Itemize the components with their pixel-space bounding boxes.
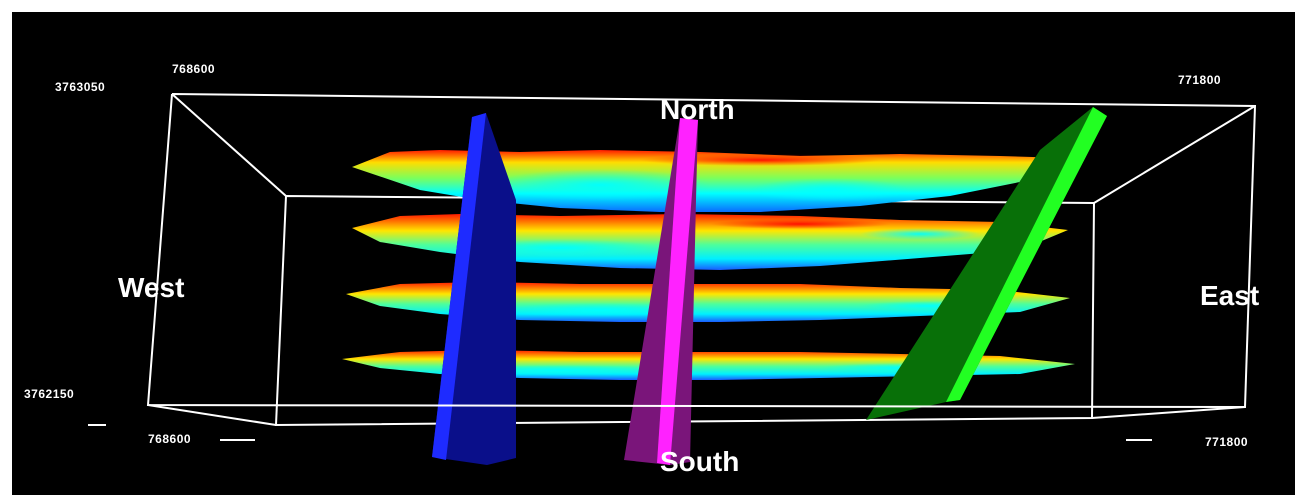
north-easting-east-label: 771800 — [1178, 73, 1222, 87]
south-label: South — [660, 446, 740, 477]
north-northing-label: 3763050 — [55, 80, 106, 94]
south-easting-east-label: 771800 — [1205, 435, 1249, 449]
front-frame — [146, 93, 1257, 426]
green-plane — [866, 107, 1107, 420]
south-northing-label: 3762150 — [24, 387, 75, 401]
north-label: North — [660, 94, 735, 125]
north-easting-west-label: 768600 — [172, 62, 216, 76]
east-label: East — [1200, 280, 1260, 311]
west-label: West — [118, 272, 185, 303]
blue-plane — [432, 113, 516, 465]
south-easting-west-label: 768600 — [148, 432, 192, 446]
tick-marks — [88, 424, 1152, 441]
slice-1 — [352, 150, 1065, 212]
magenta-plane — [624, 118, 698, 465]
